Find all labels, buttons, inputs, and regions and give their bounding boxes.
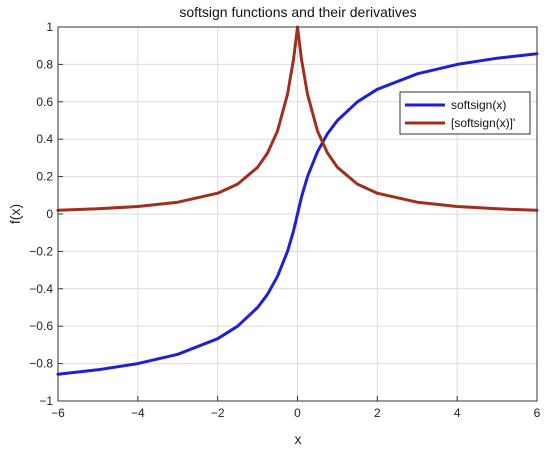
legend-entry: [softsign(x)]' [451, 116, 515, 130]
y-axis-label: f(x) [7, 204, 23, 224]
legend: softsign(x) [softsign(x)]' [399, 91, 531, 135]
y-tick-label: −0.4 [29, 282, 53, 296]
y-tick-labels: −1 −0.8 −0.6 −0.4 −0.2 0 0.2 0.4 0.6 0.8 1 [29, 20, 63, 408]
x-tick-label: 0 [294, 406, 301, 420]
x-tick-label: 6 [534, 406, 541, 420]
x-tick-label: −4 [131, 406, 145, 420]
legend-box [399, 91, 531, 135]
y-tick-label: 0 [46, 207, 53, 221]
x-tick-labels: −6 −4 −2 0 2 4 6 [51, 396, 541, 420]
x-tick-label: −2 [211, 406, 225, 420]
x-tick-label: 2 [374, 406, 381, 420]
series-line-1 [56, 52, 539, 376]
chart-title: softsign functions and their derivatives [179, 4, 416, 20]
x-tick-label: 4 [454, 406, 461, 420]
y-tick-label: 0.8 [36, 57, 53, 71]
y-tick-label: −1 [39, 394, 53, 408]
y-tick-label: −0.6 [29, 319, 53, 333]
y-tick-label: 0.6 [36, 95, 53, 109]
legend-entry: softsign(x) [451, 98, 506, 112]
x-axis-label: x [295, 431, 302, 447]
y-tick-label: 1 [46, 20, 53, 34]
y-tick-label: −0.2 [29, 244, 53, 258]
y-tick-label: 0.2 [36, 170, 53, 184]
y-tick-label: 0.4 [36, 132, 53, 146]
x-tick-label: −6 [51, 406, 65, 420]
y-tick-label: −0.8 [29, 357, 53, 371]
